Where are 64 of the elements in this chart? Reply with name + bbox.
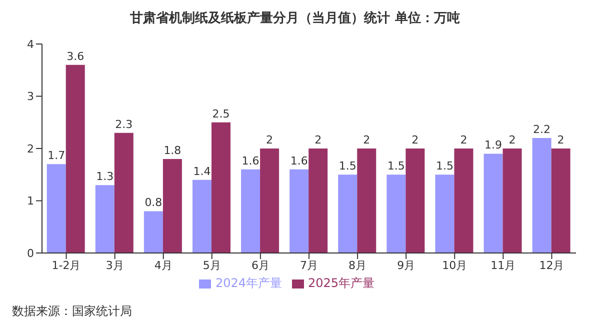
bar (46, 164, 66, 253)
data-label: 2.3 (115, 118, 133, 131)
data-label: 1.7 (48, 149, 66, 162)
bar (454, 148, 474, 253)
data-label: 1.6 (290, 154, 308, 168)
x-tick-label: 6月 (251, 258, 270, 272)
bar (532, 138, 552, 253)
bar (502, 148, 522, 253)
x-tick-label: 1-2月 (52, 258, 81, 272)
x-tick-label: 4月 (154, 258, 172, 272)
data-label: 2 (508, 134, 516, 146)
x-tick-label: 7月 (300, 258, 318, 272)
y-tick-label: 4 (27, 38, 34, 51)
bar (241, 169, 260, 253)
data-label: 1.5 (338, 160, 356, 173)
bar (484, 154, 503, 253)
bar (66, 64, 85, 253)
bar (290, 169, 309, 253)
data-label: 1.4 (193, 164, 211, 178)
bar (357, 148, 376, 253)
data-label: 1.8 (164, 144, 182, 157)
bar (162, 158, 182, 253)
bar (144, 211, 163, 253)
chart-title: 甘肃省机制纸及纸板产量分月（当月值）统计 单位：万吨 (129, 10, 461, 28)
data-label: 1.3 (96, 170, 114, 184)
data-label: 2.5 (212, 107, 230, 120)
x-tick-label: 9月 (397, 258, 416, 272)
x-tick-label: 10月 (442, 258, 468, 272)
data-label: 2.2 (533, 123, 551, 136)
data-label: 1.5 (387, 160, 405, 173)
x-tick-label: 12月 (539, 258, 564, 272)
bar (406, 148, 425, 253)
source-note: 数据来源：国家统计局 (12, 303, 132, 320)
bar (308, 148, 328, 253)
y-tick-label: 0 (27, 246, 34, 260)
bar (435, 174, 454, 253)
x-tick-label: 8月 (348, 258, 367, 272)
data-label: 2 (266, 134, 274, 146)
data-label: 2 (363, 134, 370, 146)
data-label: 0.8 (144, 196, 162, 210)
bar (386, 174, 406, 253)
y-tick-label: 2 (27, 142, 34, 156)
legend-label: 2024年产量 (215, 276, 282, 290)
bar (192, 180, 212, 253)
legend-label: 2025年产量 (308, 276, 375, 290)
data-label: 2 (314, 134, 322, 146)
y-tick-label: 3 (27, 90, 34, 104)
bar (95, 185, 114, 253)
data-label: 2 (460, 134, 468, 146)
data-label: 1.6 (242, 154, 260, 168)
bar (338, 174, 358, 253)
data-label: 1.5 (436, 160, 454, 173)
data-label: 2 (557, 134, 564, 146)
x-tick-label: 5月 (202, 258, 221, 272)
bar (551, 148, 570, 253)
bar (260, 148, 280, 253)
bar (211, 122, 230, 253)
x-tick-label: 3月 (106, 258, 124, 272)
bar (114, 132, 134, 253)
x-tick-label: 11月 (490, 258, 516, 272)
data-label: 3.6 (66, 50, 84, 63)
data-label: 1.9 (484, 138, 502, 152)
data-label: 2 (412, 134, 419, 146)
y-tick-label: 1 (27, 194, 34, 208)
